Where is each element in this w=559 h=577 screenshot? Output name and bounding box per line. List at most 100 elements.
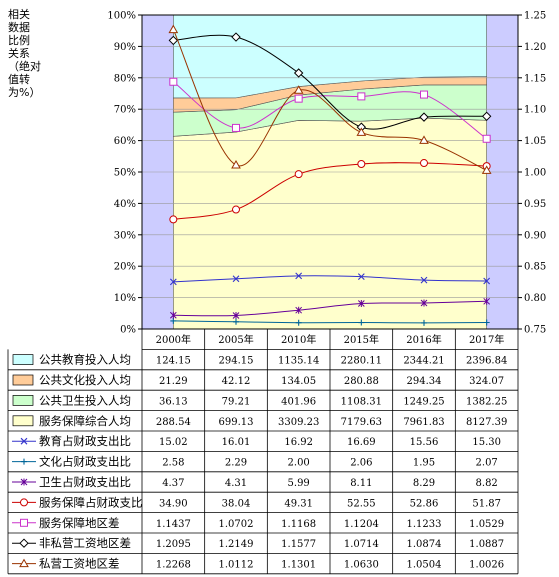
table-cell: 1.1301 xyxy=(281,560,316,571)
left-point-3 xyxy=(357,159,366,168)
table-cell: 36.13 xyxy=(159,396,188,407)
legend-marker xyxy=(20,498,28,507)
right-point-2 xyxy=(231,159,241,169)
left-tick-label: 0% xyxy=(120,325,136,336)
table-row: 文化占财政支出比 2.58 2.29 2.00 2.06 1.95 2.07 xyxy=(12,455,498,469)
table-cell: 8.82 xyxy=(476,478,498,489)
table-col-header: 2016年 xyxy=(406,333,441,346)
left-tick-label: 70% xyxy=(114,105,136,116)
left-point-0 xyxy=(232,275,240,283)
table-cell: 294.34 xyxy=(407,376,442,387)
table-cell: 42.12 xyxy=(222,376,251,387)
table-row: 服务保障占财政支比 34.90 38.04 49.31 52.55 52.86 51.87 xyxy=(12,495,501,509)
left-point-3 xyxy=(420,159,428,168)
table-row-label: 私营工资地区差 xyxy=(39,557,120,571)
table-row-label: 公共卫生投入人均 xyxy=(39,393,131,407)
table-cell: 15.56 xyxy=(410,437,439,448)
table-col-header: 2017年 xyxy=(469,333,504,346)
left-series-0 xyxy=(169,272,491,286)
left-point-0 xyxy=(420,276,428,284)
right-tick-label: 1.10 xyxy=(524,105,546,116)
table-row-label: 服务保障综合人均 xyxy=(39,414,131,428)
right-point-1 xyxy=(293,68,304,78)
table-cell: 1.2268 xyxy=(156,560,191,571)
table-cell: 1382.25 xyxy=(466,396,507,407)
right-series-2 xyxy=(168,24,492,174)
right-point-1 xyxy=(481,111,492,122)
table-cell: 21.29 xyxy=(159,376,188,387)
table-cell: 288.54 xyxy=(156,417,191,428)
left-point-3 xyxy=(169,215,178,224)
table-cell: 1.1168 xyxy=(281,519,316,530)
table-cell: 1.1577 xyxy=(281,539,316,550)
table-cell: 15.30 xyxy=(472,437,501,448)
table-cell: 1135.14 xyxy=(278,356,319,367)
table-cell: 3309.23 xyxy=(278,417,319,428)
table-cell: 2280.11 xyxy=(341,356,382,367)
table-cell: 38.04 xyxy=(222,498,251,509)
left-tick-label: 100% xyxy=(107,11,136,22)
table-row-label: 公共教育投入人均 xyxy=(39,353,131,367)
right-tick-label: 1.15 xyxy=(524,73,546,84)
table-cell: 8127.39 xyxy=(466,417,507,428)
table-row-label: 服务保障地区差 xyxy=(39,516,120,530)
left-point-2 xyxy=(420,299,428,307)
table-row-label: 文化占财政支出比 xyxy=(39,455,131,469)
legend-marker xyxy=(20,478,28,486)
table-cell: 2344.21 xyxy=(403,356,444,367)
table-cell: 324.07 xyxy=(469,376,504,387)
left-tick-label: 30% xyxy=(114,230,136,241)
left-tick-label: 90% xyxy=(114,42,136,53)
table-cell: 1.0702 xyxy=(219,519,254,530)
table-row: 服务保障地区差 1.1437 1.0702 1.1168 1.1204 1.1233 1.0… xyxy=(12,516,504,530)
left-axis-title: 相关 数据 比例 关系 （绝对 值转 为%） xyxy=(8,8,41,99)
table-cell: 79.21 xyxy=(222,396,251,407)
right-point-1 xyxy=(419,112,429,122)
table-row: 公共教育投入人均 124.15 294.15 1135.14 2280.11 2344.2… xyxy=(12,353,507,367)
table-cell: 16.92 xyxy=(284,437,313,448)
table-cell: 1.0529 xyxy=(469,519,504,530)
right-point-2 xyxy=(481,165,492,174)
left-line-2 xyxy=(173,300,487,317)
left-line-1 xyxy=(173,320,487,324)
right-tick-label: 0.85 xyxy=(524,262,546,273)
right-point-0 xyxy=(357,92,366,101)
table-cell: 1.1204 xyxy=(344,519,379,530)
right-point-2 xyxy=(419,135,429,144)
left-line-0 xyxy=(173,275,487,283)
left-series-3 xyxy=(169,159,491,224)
right-tick-label: 0.90 xyxy=(524,230,546,241)
left-point-2 xyxy=(169,311,177,319)
right-point-1 xyxy=(168,35,179,46)
table-row-label: 卫生占财政支出比 xyxy=(39,475,131,489)
table-cell: 280.88 xyxy=(344,376,379,387)
table-row: 教育占财政支出比 15.02 16.01 16.92 16.69 15.56 15.30 xyxy=(12,434,501,448)
left-point-2 xyxy=(295,306,303,314)
table-col-header: 2015年 xyxy=(344,333,379,346)
table-cell: 2.06 xyxy=(350,458,372,469)
left-point-2 xyxy=(483,297,491,305)
table-cell: 52.55 xyxy=(347,498,376,509)
left-point-2 xyxy=(232,311,240,319)
right-line-0 xyxy=(173,81,487,140)
table-cell: 1249.25 xyxy=(403,396,444,407)
table-cell: 1.0714 xyxy=(344,539,379,550)
table-row: 公共卫生投入人均 36.13 79.21 401.96 1108.31 1249.25 13… xyxy=(12,393,507,407)
left-point-3 xyxy=(232,205,240,214)
table-cell: 699.13 xyxy=(219,417,254,428)
table-cell: 134.05 xyxy=(281,376,316,387)
table-cell: 16.01 xyxy=(222,437,251,448)
table-cell: 5.99 xyxy=(288,478,310,489)
table-cell: 4.31 xyxy=(225,478,247,489)
left-point-1 xyxy=(358,319,365,326)
legend-swatch xyxy=(12,354,34,365)
table-cell: 1.1233 xyxy=(407,519,442,530)
table-cell: 1.0874 xyxy=(407,539,442,550)
right-tick-label: 0.75 xyxy=(524,325,546,336)
table-cell: 2.07 xyxy=(476,458,498,469)
table-cell: 2.29 xyxy=(225,458,247,469)
right-point-0 xyxy=(294,94,303,103)
left-point-0 xyxy=(169,278,177,286)
legend-swatch xyxy=(12,374,34,386)
table-cell: 1.0504 xyxy=(407,560,442,571)
